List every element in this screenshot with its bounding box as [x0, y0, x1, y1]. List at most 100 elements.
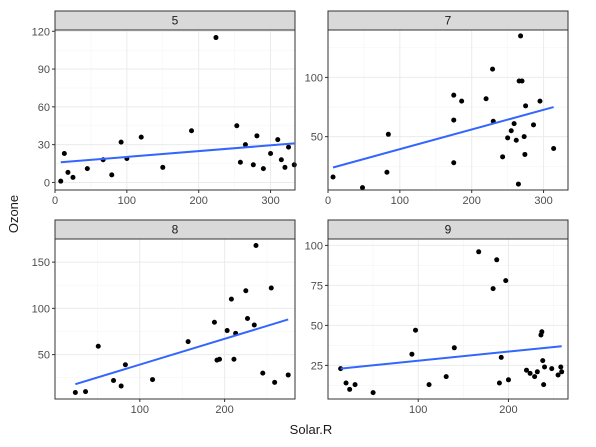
data-point — [268, 150, 274, 156]
data-point — [542, 364, 548, 370]
y-tick-label: 30 — [38, 140, 50, 152]
data-point — [451, 345, 457, 351]
data-point — [537, 98, 543, 104]
data-point — [413, 327, 419, 333]
data-point — [527, 370, 533, 376]
data-point — [65, 169, 71, 175]
x-tick-label: 100 — [131, 404, 149, 416]
facet-panel-9: 9 100 200 25 50 75 100 — [305, 219, 569, 416]
data-point — [253, 242, 259, 248]
data-point — [138, 134, 144, 140]
data-point — [95, 343, 101, 349]
data-point — [352, 382, 358, 388]
x-tick-label: 200 — [499, 404, 517, 416]
data-point — [254, 133, 260, 139]
y-tick-label: 0 — [44, 177, 50, 189]
data-point — [278, 157, 284, 163]
panel-border — [327, 238, 569, 400]
data-point — [513, 137, 519, 143]
data-point — [523, 103, 529, 109]
data-point — [559, 369, 565, 375]
data-point — [275, 137, 281, 143]
x-tick-label: 100 — [409, 404, 427, 416]
y-tick-label: 75 — [311, 280, 323, 292]
data-point — [213, 35, 219, 41]
data-point — [189, 128, 195, 134]
data-point — [459, 98, 465, 104]
trend-line — [332, 106, 554, 169]
data-point — [515, 181, 521, 187]
trend-line — [60, 142, 295, 164]
data-point — [234, 123, 240, 129]
data-point — [58, 178, 64, 184]
data-point — [250, 162, 256, 168]
data-point — [549, 366, 555, 372]
data-point — [224, 328, 230, 334]
data-point — [409, 351, 415, 357]
data-point — [494, 257, 500, 263]
y-axis-title: Ozone — [6, 195, 21, 233]
data-point — [500, 154, 506, 160]
data-point — [490, 286, 496, 292]
x-axis-title: Solar.R — [290, 422, 333, 437]
data-point — [217, 356, 223, 362]
x-tick-label: 200 — [463, 195, 481, 207]
data-point — [503, 278, 509, 284]
x-tick-label: 0 — [325, 195, 331, 207]
data-point — [518, 33, 524, 39]
data-point — [347, 386, 353, 392]
data-point — [260, 370, 266, 376]
data-point — [237, 159, 243, 165]
y-tick-label: 50 — [311, 132, 323, 144]
x-tick-label: 200 — [215, 404, 233, 416]
data-point — [228, 296, 234, 302]
data-point — [268, 285, 274, 291]
facet-panel-8: 8 100 200 50 100 150 — [32, 219, 296, 416]
x-tick-label: 300 — [261, 195, 279, 207]
x-tick-label: 200 — [190, 195, 208, 207]
data-point — [118, 383, 124, 389]
data-point — [160, 164, 166, 170]
data-point — [521, 134, 527, 140]
data-point — [343, 380, 349, 386]
y-tick-label: 25 — [311, 360, 323, 372]
data-point — [272, 379, 278, 385]
data-point — [476, 249, 482, 255]
data-point — [61, 150, 67, 156]
data-point — [522, 151, 528, 157]
facet-strip-label: 8 — [172, 223, 179, 237]
facet-panel-5: 5 0 100 200 300 0 30 60 90 120 — [32, 10, 297, 207]
data-point — [523, 367, 529, 373]
data-point — [540, 358, 546, 364]
y-tick-label: 120 — [32, 26, 50, 38]
facet-strip-label: 5 — [172, 14, 179, 28]
data-point — [286, 144, 292, 150]
data-point — [505, 135, 511, 141]
data-point — [260, 166, 266, 172]
data-point — [511, 121, 517, 127]
data-point — [251, 322, 257, 328]
data-point — [245, 316, 251, 322]
data-point — [150, 377, 156, 383]
facet-strip-label: 9 — [445, 223, 452, 237]
x-tick-label: 300 — [534, 195, 552, 207]
panel-background — [328, 30, 568, 190]
data-point — [490, 66, 496, 72]
y-tick-label: 50 — [38, 350, 50, 362]
data-point — [122, 362, 128, 368]
data-point — [519, 78, 525, 84]
data-point — [282, 164, 288, 170]
y-tick-label: 50 — [311, 320, 323, 332]
data-point — [185, 339, 191, 345]
data-point — [111, 378, 117, 384]
data-point — [72, 390, 78, 396]
x-tick-label: 0 — [52, 195, 58, 207]
data-point — [558, 364, 564, 370]
data-point — [531, 122, 537, 128]
data-point — [496, 380, 502, 386]
data-point — [551, 146, 557, 152]
data-point — [70, 174, 76, 180]
y-tick-label: 100 — [305, 72, 323, 84]
data-point — [451, 92, 457, 98]
data-point — [451, 160, 457, 166]
